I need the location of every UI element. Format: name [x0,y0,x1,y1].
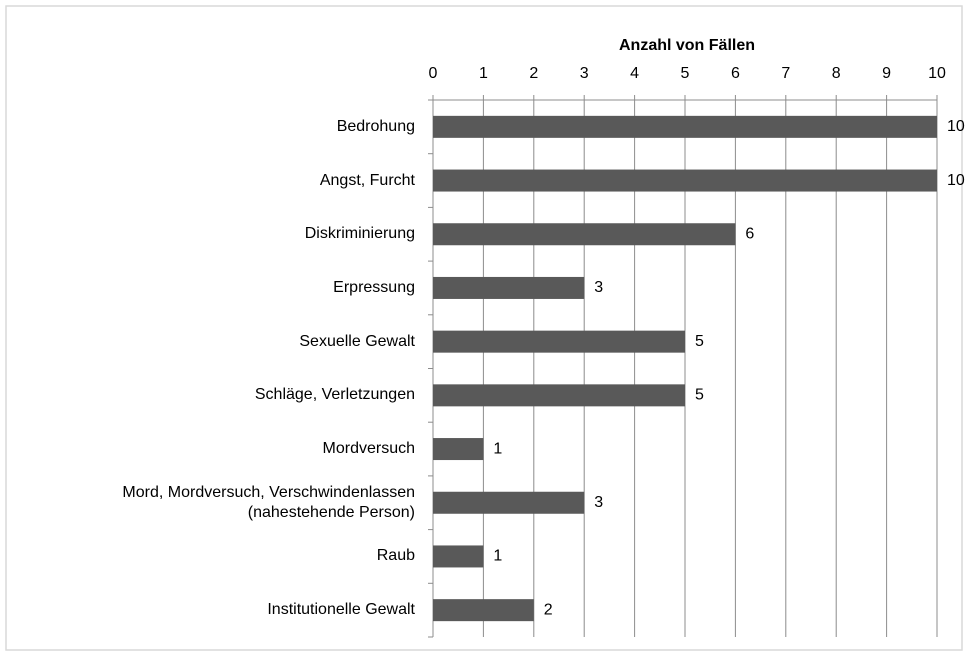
x-tick-label: 2 [529,65,538,82]
y-tick-label: Institutionelle Gewalt [267,601,415,619]
x-tick-label: 8 [832,65,841,82]
y-tick-label: Raub [376,547,415,565]
data-label: 10 [947,118,965,135]
chart-border [5,5,963,651]
y-tick-label: Mord, Mordversuch, Verschwindenlassen (n… [122,483,415,521]
x-tick-label: 4 [630,65,639,82]
y-tick-label: Schläge, Verletzungen [254,386,415,404]
data-label: 5 [695,387,704,404]
bar [433,491,585,514]
data-label: 1 [493,440,502,457]
x-tick-label: 1 [479,65,488,82]
bar [433,438,484,461]
bar [433,223,736,246]
data-label: 2 [544,601,553,618]
x-tick-label: 9 [882,65,891,82]
data-label: 10 [947,172,965,189]
y-tick-label: Mordversuch [322,440,415,458]
bar [433,599,534,622]
y-tick-label: Bedrohung [336,117,415,135]
bar [433,384,685,407]
y-tick-label: Erpressung [333,278,415,296]
x-tick-label: 3 [580,65,589,82]
bar [433,276,585,299]
bar [433,330,685,353]
bar [433,115,937,138]
y-tick-label: Angst, Furcht [319,171,415,189]
data-label: 3 [594,494,603,511]
x-tick-label: 7 [781,65,790,82]
data-label: 3 [594,279,603,296]
data-label: 1 [493,548,502,565]
axis-title: Anzahl von Fällen [619,37,755,54]
x-tick-label: 6 [731,65,740,82]
data-label: 5 [695,333,704,350]
y-tick-label: Sexuelle Gewalt [299,332,415,350]
x-tick-label: 5 [681,65,690,82]
x-tick-label: 0 [429,65,438,82]
data-label: 6 [745,225,754,242]
bar [433,545,484,568]
x-tick-label: 10 [928,65,946,82]
y-tick-label: Diskriminierung [304,225,415,243]
bar [433,169,937,192]
